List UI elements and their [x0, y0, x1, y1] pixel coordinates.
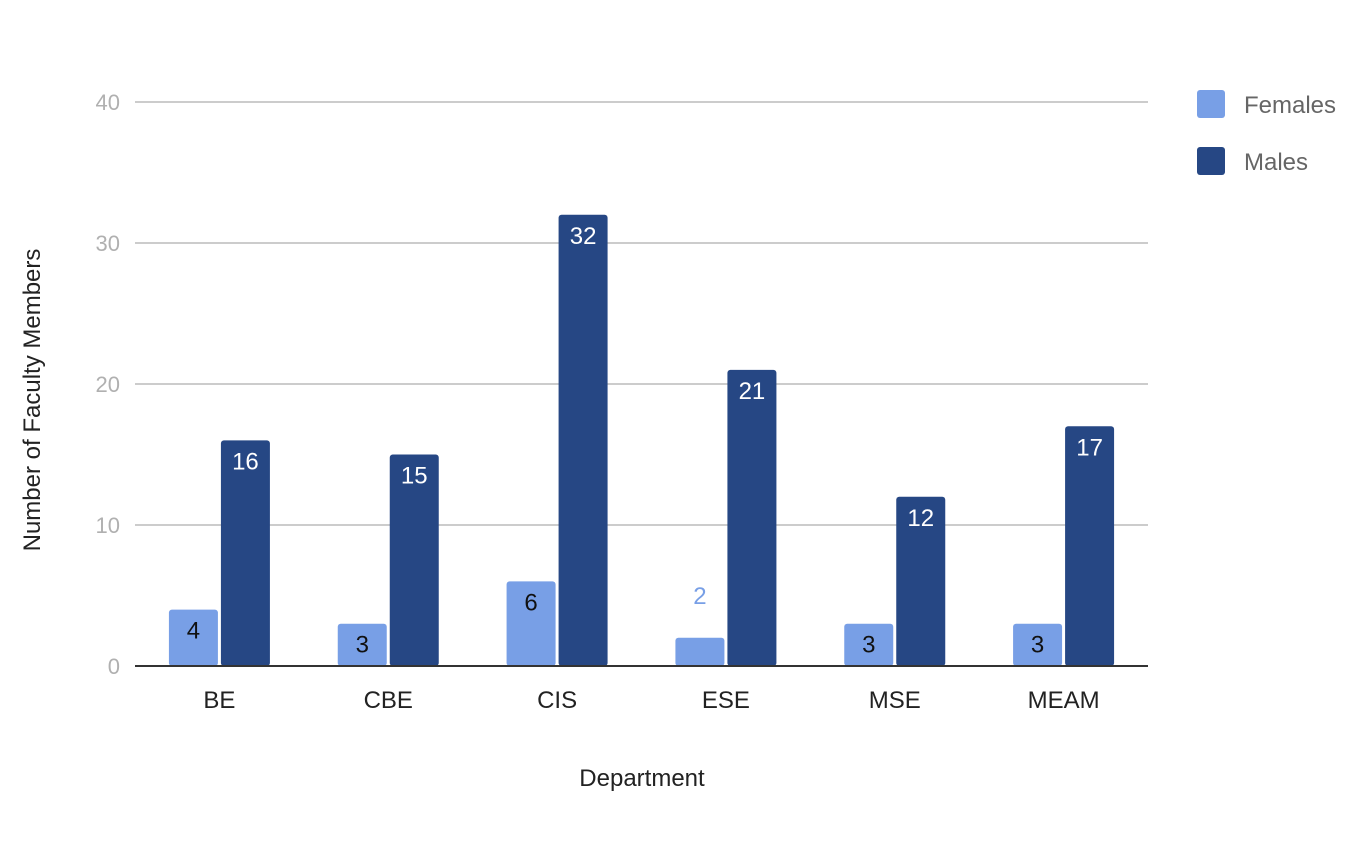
bar-females-mse [844, 623, 894, 666]
legend-label-males: Males [1244, 149, 1308, 176]
data-label: 6 [524, 589, 537, 616]
x-tick-label: CBE [364, 687, 413, 714]
x-tick-label: MSE [869, 687, 921, 714]
x-tick-label: MEAM [1028, 687, 1100, 714]
data-labels: 4 16 3 15 6 32 2 21 3 12 3 17 [187, 223, 1103, 659]
data-label: 12 [907, 505, 934, 532]
y-tick-label: 20 [96, 372, 120, 397]
bars [168, 214, 1115, 667]
bar-females-cbe [337, 623, 387, 666]
x-tick-label: CIS [537, 687, 577, 714]
data-label: 4 [187, 618, 200, 645]
x-tick-label: ESE [702, 687, 750, 714]
gridlines [135, 101, 1148, 526]
bar-males-meam [1065, 426, 1115, 666]
bar-males-mse [896, 496, 946, 666]
bar-males-cis [558, 214, 608, 667]
x-tick-label: BE [203, 687, 235, 714]
y-axis-ticks: 0 10 20 30 40 [96, 90, 120, 679]
data-label: 17 [1076, 434, 1103, 461]
x-axis-title: Department [579, 765, 705, 792]
bar-females-meam [1013, 623, 1063, 666]
legend-swatch-males [1197, 147, 1225, 175]
y-tick-label: 10 [96, 513, 120, 538]
legend: Females Males [1197, 90, 1336, 176]
data-label: 16 [232, 448, 259, 475]
data-label: 3 [356, 632, 369, 659]
legend-label-females: Females [1244, 92, 1336, 119]
data-label: 3 [862, 632, 875, 659]
data-label: 2 [693, 583, 706, 610]
data-label: 32 [570, 223, 597, 250]
bar-males-cbe [389, 454, 439, 666]
bar-females-ese [675, 637, 725, 666]
y-tick-label: 30 [96, 231, 120, 256]
data-label: 3 [1031, 632, 1044, 659]
y-tick-label: 0 [108, 654, 120, 679]
legend-swatch-females [1197, 90, 1225, 118]
data-label: 21 [739, 378, 766, 405]
y-tick-label: 40 [96, 90, 120, 115]
bar-males-be [220, 440, 270, 666]
x-axis-categories: BE CBE CIS ESE MSE MEAM [203, 687, 1099, 714]
bar-females-be [168, 609, 218, 666]
y-axis-title: Number of Faculty Members [19, 249, 46, 552]
bar-males-ese [727, 369, 777, 666]
data-label: 15 [401, 463, 428, 490]
bar-females-cis [506, 581, 556, 666]
